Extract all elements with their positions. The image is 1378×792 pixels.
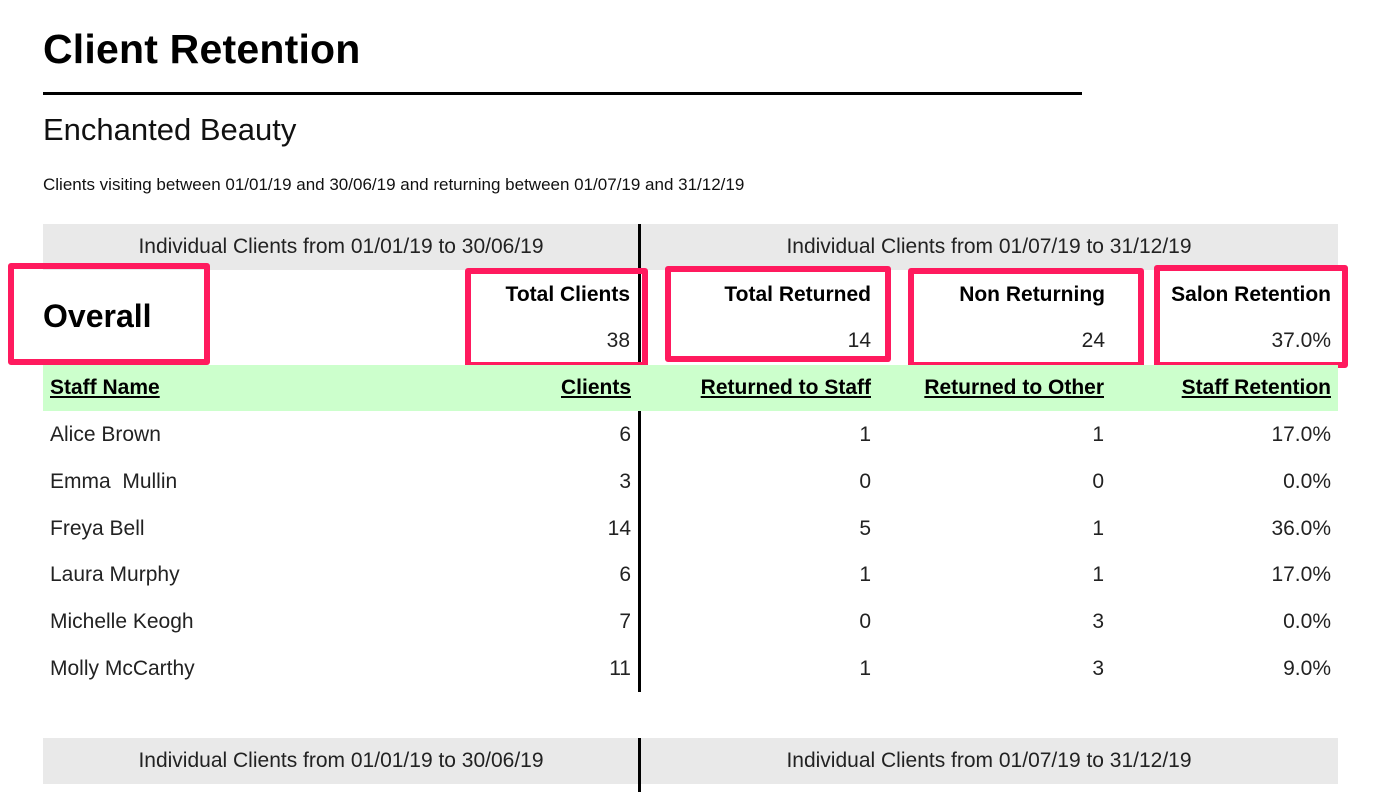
- cell-staff-retention: 17.0%: [1271, 563, 1331, 586]
- cell-staff-retention: 17.0%: [1271, 423, 1331, 446]
- cell-returned-to-other: 0: [1092, 470, 1104, 493]
- next-period-divider: [638, 738, 641, 792]
- salon-retention-value: 37.0%: [1271, 329, 1331, 352]
- cell-staff-name: Alice Brown: [50, 423, 161, 446]
- cell-staff-retention: 9.0%: [1283, 657, 1331, 680]
- cell-returned-to-other: 1: [1092, 563, 1104, 586]
- table-row: Laura Murphy 6 1 1 17.0%: [43, 551, 1338, 598]
- period-first-label: Individual Clients from 01/01/19 to 30/0…: [138, 235, 544, 258]
- cell-staff-name: Freya Bell: [50, 517, 145, 540]
- cell-returned-to-staff: 1: [859, 563, 871, 586]
- cell-returned-to-staff: 5: [859, 517, 871, 540]
- cell-staff-name: Molly McCarthy: [50, 657, 195, 680]
- period-second-label: Individual Clients from 01/07/19 to 31/1…: [786, 235, 1192, 258]
- table-row: Emma Mullin 3 0 0 0.0%: [43, 458, 1338, 505]
- table-row: Molly McCarthy 11 1 3 9.0%: [43, 645, 1338, 692]
- non-returning-stat: Non Returning 24: [914, 280, 1105, 360]
- cell-clients: 6: [619, 563, 631, 586]
- total-returned-label: Total Returned: [724, 283, 871, 306]
- cell-returned-to-other: 3: [1092, 657, 1104, 680]
- cell-staff-name: Emma Mullin: [50, 470, 178, 493]
- cell-staff-name: Michelle Keogh: [50, 610, 194, 633]
- total-clients-value: 38: [606, 329, 630, 352]
- next-period-header-bar: Individual Clients from 01/01/19 to 30/0…: [43, 738, 1338, 784]
- salon-retention-label: Salon Retention: [1171, 283, 1331, 306]
- cell-returned-to-staff: 1: [859, 657, 871, 680]
- salon-name: Enchanted Beauty: [43, 112, 297, 147]
- non-returning-label: Non Returning: [959, 283, 1105, 306]
- staff-table-header: Staff Name Clients Returned to Staff Ret…: [43, 365, 1338, 411]
- header-returned-to-other: Returned to Other: [924, 376, 1104, 399]
- cell-clients: 14: [607, 517, 631, 540]
- cell-staff-name: Laura Murphy: [50, 563, 180, 586]
- cell-clients: 7: [619, 610, 631, 633]
- table-row: Freya Bell 14 5 1 36.0%: [43, 505, 1338, 552]
- cell-staff-retention: 0.0%: [1283, 470, 1331, 493]
- salon-retention-stat: Salon Retention 37.0%: [1160, 280, 1331, 360]
- period-divider: [638, 224, 641, 692]
- table-row: Michelle Keogh 7 0 3 0.0%: [43, 598, 1338, 645]
- header-staff-name: Staff Name: [50, 376, 160, 399]
- cell-returned-to-other: 3: [1092, 610, 1104, 633]
- cell-staff-retention: 0.0%: [1283, 610, 1331, 633]
- period-header-bar: Individual Clients from 01/01/19 to 30/0…: [43, 224, 1338, 270]
- next-period-second-label: Individual Clients from 01/07/19 to 31/1…: [786, 749, 1192, 772]
- header-returned-to-staff: Returned to Staff: [700, 376, 871, 399]
- cell-clients: 11: [609, 657, 631, 680]
- total-returned-stat: Total Returned 14: [672, 280, 871, 360]
- report-title: Client Retention: [43, 26, 361, 72]
- header-clients: Clients: [560, 376, 631, 399]
- total-clients-stat: Total Clients 38: [470, 280, 630, 360]
- overall-label: Overall: [43, 298, 152, 334]
- title-divider: [43, 92, 1082, 95]
- table-row: Alice Brown 6 1 1 17.0%: [43, 411, 1338, 458]
- cell-clients: 6: [619, 423, 631, 446]
- cell-returned-to-other: 1: [1092, 423, 1104, 446]
- total-returned-value: 14: [847, 329, 871, 352]
- cell-returned-to-staff: 0: [859, 610, 871, 633]
- header-staff-retention: Staff Retention: [1181, 376, 1331, 399]
- cell-returned-to-staff: 0: [859, 470, 871, 493]
- next-period-first-label: Individual Clients from 01/01/19 to 30/0…: [138, 749, 544, 772]
- cell-clients: 3: [619, 470, 631, 493]
- cell-returned-to-other: 1: [1092, 517, 1104, 540]
- report-subtitle: Clients visiting between 01/01/19 and 30…: [43, 175, 745, 194]
- cell-staff-retention: 36.0%: [1271, 517, 1331, 540]
- non-returning-value: 24: [1081, 329, 1105, 352]
- cell-returned-to-staff: 1: [859, 423, 871, 446]
- total-clients-label: Total Clients: [505, 283, 630, 306]
